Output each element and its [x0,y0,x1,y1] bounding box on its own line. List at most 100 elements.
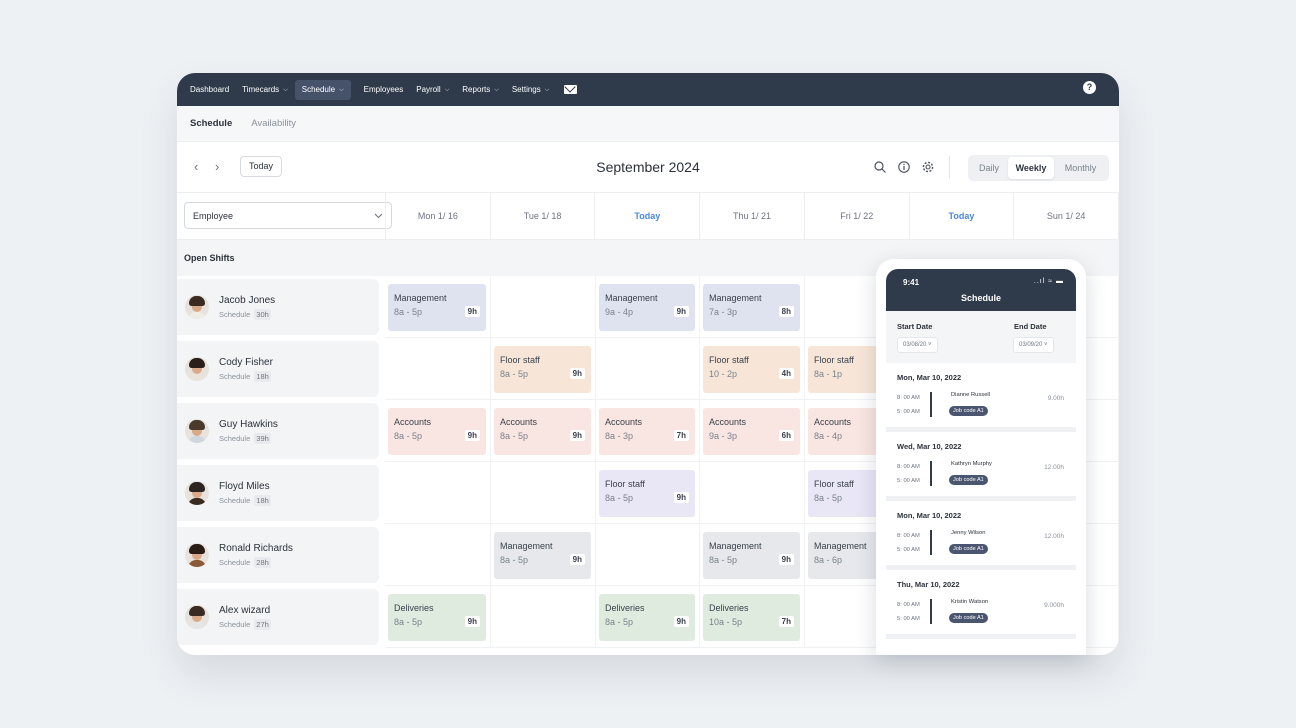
schedule-cell[interactable]: Management 9a - 4p 9h [596,276,700,338]
avatar-body [188,374,206,381]
shift-hours: 9h [778,554,794,565]
info-icon[interactable] [898,161,910,173]
list-item[interactable]: Thu, Mar 10, 2022 8: 00 AM 5: 00 AM Kristin… [886,570,1076,639]
nav-item-payroll[interactable]: Payroll ⌵ [416,80,449,100]
schedule-cell[interactable] [385,462,491,524]
day-header[interactable]: Tue 1/ 18 [491,193,596,240]
view-daily[interactable]: Daily [978,163,999,173]
employee-card[interactable]: Jacob Jones Schedule 30h [177,279,379,335]
schedule-cell[interactable] [596,338,700,400]
schedule-cell[interactable] [1015,586,1119,648]
schedule-cell[interactable] [1015,400,1119,462]
view-monthly[interactable]: Monthly [1064,163,1097,173]
schedule-cell[interactable] [1015,276,1119,338]
schedule-cell[interactable]: Accounts 8a - 3p 7h [596,400,700,462]
avatar-hair [189,358,205,368]
schedule-cell[interactable]: Deliveries 8a - 5p 9h [385,586,491,648]
mail-icon[interactable] [564,85,578,94]
shift-title: Management [709,293,762,303]
schedule-cell[interactable]: Management 8a - 5p 9h [700,524,805,586]
search-icon[interactable] [874,161,886,173]
nav-item-employees[interactable]: Employees [364,80,404,100]
day-header[interactable]: Thu 1/ 21 [700,193,805,240]
day-header[interactable]: Sun 1/ 24 [1014,193,1119,240]
schedule-cell[interactable]: Management 8a - 5p 9h [491,524,596,586]
nav-item-settings[interactable]: Settings ⌵ [512,80,549,100]
today-button[interactable]: Today [240,156,282,177]
day-header[interactable]: Today [595,193,701,240]
nav-item-timecards[interactable]: Timecards ⌵ [242,80,288,100]
employee-card[interactable]: Alex wizard Schedule 27h [177,589,379,645]
view-weekly[interactable]: Weekly [1008,157,1054,179]
table-row: Accounts 8a - 5p 9h Accounts 8a - 5p 9h Accoun… [177,400,1119,462]
schedule-cell[interactable] [596,524,700,586]
shift-block[interactable]: Management 7a - 3p 8h [703,284,800,331]
top-nav: Dashboard Timecards ⌵ Schedule ⌵ Employees Pay… [177,73,1119,106]
end-date-field[interactable]: 03/09/20 ˅ [1013,337,1054,353]
shift-block[interactable]: Floor staff 8a - 5p 9h [494,346,591,393]
shift-block[interactable]: Floor staff 8a - 5p 9h [599,470,695,517]
tab-availability[interactable]: Availability [251,118,296,129]
employee-card[interactable]: Floyd Miles Schedule 18h [177,465,379,521]
schedule-cell[interactable]: Floor staff 8a - 5p 9h [491,338,596,400]
employee-card[interactable]: Ronald Richards Schedule 28h [177,527,379,583]
schedule-cell[interactable]: Deliveries 8a - 5p 9h [596,586,700,648]
schedule-cell[interactable] [1015,462,1119,524]
shift-block[interactable]: Deliveries 10a - 5p 7h [703,594,800,641]
schedule-cell[interactable]: Floor staff 10 - 2p 4h [700,338,805,400]
shift-block[interactable]: Management 8a - 5p 9h [703,532,800,579]
schedule-cell[interactable]: Management 8a - 5p 9h [385,276,491,338]
shift-block[interactable]: Accounts 9a - 3p 6h [703,408,800,455]
shift-time: 8a - 5p [500,431,529,441]
settings-gear-icon[interactable] [922,161,934,173]
entry-separator [886,565,1076,570]
shift-time: 8a - 5p [394,617,423,627]
shift-block[interactable]: Accounts 8a - 5p 9h [494,408,591,455]
shift-block[interactable]: Accounts 8a - 5p 9h [388,408,486,455]
schedule-cell[interactable] [491,462,596,524]
shift-block[interactable]: Deliveries 8a - 5p 9h [599,594,695,641]
day-header[interactable]: Mon 1/ 16 [386,193,491,240]
shift-block[interactable]: Management 8a - 5p 9h [494,532,591,579]
day-header[interactable]: Fri 1/ 22 [805,193,910,240]
employee-filter-select[interactable]: Employee [184,202,392,229]
help-icon[interactable]: ? [1083,81,1096,94]
prev-arrow-icon[interactable]: ‹ [194,159,199,174]
avatar-body [188,312,206,319]
schedule-cell[interactable]: Accounts 8a - 5p 9h [385,400,491,462]
day-header[interactable]: Today [910,193,1015,240]
avatar [185,605,209,629]
schedule-cell[interactable]: Floor staff 8a - 5p 9h [596,462,700,524]
schedule-cell[interactable] [491,586,596,648]
nav-item-schedule[interactable]: Schedule ⌵ [294,79,351,100]
schedule-cell[interactable]: Deliveries 10a - 5p 7h [700,586,805,648]
shift-title: Management [605,293,658,303]
schedule-cell[interactable]: Accounts 9a - 3p 6h [700,400,805,462]
shift-block[interactable]: Floor staff 10 - 2p 4h [703,346,800,393]
start-date-field[interactable]: 03/08/20 ˅ [897,337,938,353]
shift-block[interactable]: Management 9a - 4p 9h [599,284,695,331]
schedule-cell[interactable] [385,338,491,400]
schedule-cell[interactable]: Management 7a - 3p 8h [700,276,805,338]
shift-title: Floor staff [814,355,854,365]
schedule-cell[interactable] [385,524,491,586]
list-item[interactable]: Mon, Mar 10, 2022 8: 00 AM 5: 00 AM Jenny W… [886,501,1076,570]
shift-block[interactable]: Accounts 8a - 3p 7h [599,408,695,455]
shift-block[interactable]: Deliveries 8a - 5p 9h [388,594,486,641]
shift-block[interactable]: Management 8a - 5p 9h [388,284,486,331]
tab-schedule[interactable]: Schedule [190,118,233,129]
schedule-cell[interactable]: Accounts 8a - 5p 9h [491,400,596,462]
schedule-cell[interactable] [1015,524,1119,586]
employee-card[interactable]: Cody Fisher Schedule 18h [177,341,379,397]
schedule-cell[interactable] [491,276,596,338]
employee-card[interactable]: Guy Hawkins Schedule 39h [177,403,379,459]
shift-title: Floor staff [500,355,540,365]
nav-item-reports[interactable]: Reports ⌵ [462,80,499,100]
next-arrow-icon[interactable]: › [215,159,220,174]
shift-time: 9a - 4p [605,307,634,317]
list-item[interactable]: Wed, Mar 10, 2022 8: 00 AM 5: 00 AM Kathryn… [886,432,1076,501]
schedule-cell[interactable] [700,462,805,524]
list-item[interactable]: Mon, Mar 10, 2022 8: 00 AM 5: 00 AM Dianne … [886,363,1076,432]
schedule-cell[interactable] [1015,338,1119,400]
nav-item-dashboard[interactable]: Dashboard [190,80,229,100]
